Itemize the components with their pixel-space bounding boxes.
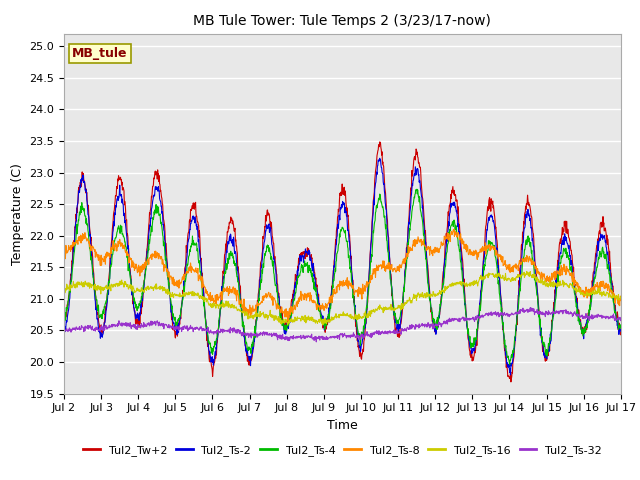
Tul2_Ts-4 — [413, 186, 420, 192]
Text: MB_tule: MB_tule — [72, 47, 128, 60]
Tul2_Tw+2 — [170, 328, 178, 334]
Tul2_Ts-16 — [617, 294, 625, 300]
Line: Tul2_Tw+2: Tul2_Tw+2 — [64, 142, 621, 382]
Tul2_Ts-32 — [60, 328, 68, 334]
Tul2_Ts-32 — [552, 310, 559, 316]
Tul2_Ts-2 — [502, 349, 509, 355]
Tul2_Ts-2 — [184, 240, 191, 246]
Tul2_Ts-4 — [552, 297, 559, 303]
Tul2_Ts-8 — [246, 308, 254, 314]
Tul2_Tw+2 — [502, 355, 509, 361]
Tul2_Ts-32 — [246, 333, 254, 339]
Tul2_Ts-4 — [506, 362, 513, 368]
Tul2_Ts-32 — [170, 325, 178, 331]
Tul2_Ts-8 — [502, 265, 510, 271]
Tul2_Ts-2 — [246, 353, 254, 359]
Tul2_Ts-4 — [60, 306, 68, 312]
Tul2_Tw+2 — [507, 379, 515, 385]
Tul2_Ts-8 — [552, 271, 559, 276]
Tul2_Ts-8 — [184, 269, 191, 275]
Line: Tul2_Ts-16: Tul2_Ts-16 — [64, 271, 621, 325]
Tul2_Ts-32 — [502, 312, 509, 318]
Tul2_Ts-2 — [507, 372, 515, 378]
Tul2_Ts-4 — [246, 347, 254, 353]
Tul2_Ts-2 — [60, 335, 68, 340]
Tul2_Ts-8 — [170, 283, 178, 288]
Tul2_Ts-2 — [170, 323, 178, 328]
Tul2_Tw+2 — [60, 310, 68, 315]
Tul2_Ts-4 — [617, 322, 625, 327]
Line: Tul2_Ts-2: Tul2_Ts-2 — [64, 158, 621, 375]
Tul2_Ts-16 — [170, 291, 178, 297]
Tul2_Tw+2 — [246, 356, 254, 362]
Tul2_Ts-32 — [527, 305, 534, 311]
Tul2_Ts-16 — [523, 268, 531, 274]
Tul2_Ts-32 — [312, 339, 320, 345]
Tul2_Tw+2 — [617, 330, 625, 336]
Tul2_Ts-4 — [170, 317, 178, 323]
Tul2_Ts-4 — [184, 262, 191, 268]
Tul2_Tw+2 — [552, 290, 559, 296]
Legend: Tul2_Tw+2, Tul2_Ts-2, Tul2_Ts-4, Tul2_Ts-8, Tul2_Ts-16, Tul2_Ts-32: Tul2_Tw+2, Tul2_Ts-2, Tul2_Ts-4, Tul2_Ts… — [79, 440, 606, 460]
Tul2_Tw+2 — [376, 139, 383, 145]
Tul2_Ts-2 — [617, 328, 625, 334]
Line: Tul2_Ts-4: Tul2_Ts-4 — [64, 189, 621, 365]
Y-axis label: Temperature (C): Temperature (C) — [11, 163, 24, 264]
Tul2_Ts-16 — [246, 313, 254, 319]
Tul2_Ts-8 — [60, 251, 68, 257]
Tul2_Ts-32 — [617, 317, 625, 323]
Tul2_Ts-8 — [617, 298, 625, 303]
Tul2_Ts-2 — [552, 289, 559, 295]
Tul2_Ts-8 — [450, 227, 458, 232]
Tul2_Ts-16 — [429, 288, 437, 294]
Tul2_Ts-2 — [376, 156, 383, 161]
X-axis label: Time: Time — [327, 419, 358, 432]
Tul2_Ts-16 — [60, 285, 68, 290]
Tul2_Ts-32 — [184, 328, 191, 334]
Tul2_Ts-4 — [429, 316, 437, 322]
Tul2_Ts-2 — [429, 319, 437, 325]
Tul2_Ts-4 — [502, 343, 509, 348]
Tul2_Ts-16 — [184, 292, 191, 298]
Tul2_Ts-16 — [319, 322, 326, 328]
Tul2_Ts-16 — [502, 275, 509, 281]
Tul2_Tw+2 — [184, 232, 191, 238]
Tul2_Tw+2 — [429, 321, 437, 327]
Tul2_Ts-32 — [429, 322, 437, 327]
Tul2_Ts-8 — [429, 248, 437, 253]
Line: Tul2_Ts-8: Tul2_Ts-8 — [64, 229, 621, 321]
Line: Tul2_Ts-32: Tul2_Ts-32 — [64, 308, 621, 342]
Title: MB Tule Tower: Tule Temps 2 (3/23/17-now): MB Tule Tower: Tule Temps 2 (3/23/17-now… — [193, 14, 492, 28]
Tul2_Ts-8 — [284, 318, 292, 324]
Tul2_Ts-16 — [552, 280, 559, 286]
